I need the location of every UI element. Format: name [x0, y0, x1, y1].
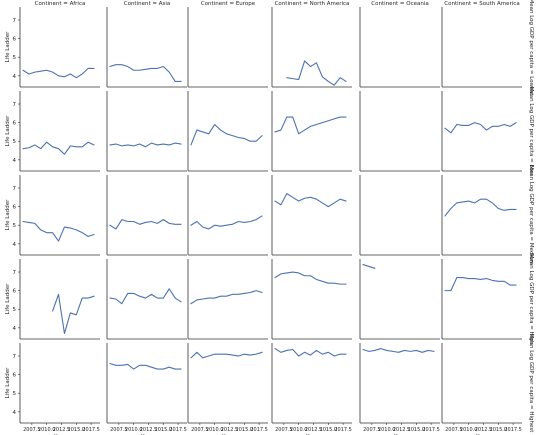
x-tick-label-r4-c2-2: 2012.5 — [221, 427, 239, 433]
y-tick-label-r4-c0-0: 4 — [13, 410, 17, 416]
x-tick-label-r4-c5-3: 2015.0 — [490, 427, 508, 433]
series-line-r3-c3 — [274, 271, 347, 285]
y-tick-label-r1-c0-0: 4 — [13, 158, 17, 164]
y-tick-label-r2-c0-2: 6 — [13, 205, 17, 211]
x-tick-label-r4-c4-0: 2007.5 — [363, 427, 381, 433]
series-line-r1-c1 — [109, 142, 182, 148]
panels-layer: 4 5 6 7 Life Ladder Continent = Africa Contine… — [5, 0, 534, 435]
x-tick-label-r4-c3-2: 2012.5 — [305, 427, 323, 433]
column-title-0: Continent = Africa — [35, 1, 86, 7]
series-line-r3-c5 — [444, 277, 517, 292]
series-line-r3-c2 — [190, 290, 263, 305]
y-tick-label-r4-c0-2: 6 — [13, 373, 17, 379]
y-tick-label-r3-c0-1: 5 — [13, 307, 17, 313]
x-tick-label-r4-c3-0: 2007.5 — [275, 427, 293, 433]
x-tick-label-r4-c1-1: 2010.0 — [125, 427, 143, 433]
x-tick-label-r4-c1-2: 2012.5 — [140, 427, 158, 433]
x-tick-label-r4-c0-1: 2010.0 — [38, 427, 56, 433]
series-line-r0-c1 — [109, 64, 182, 82]
series-line-r0-c3 — [286, 60, 347, 86]
series-line-r2-c0 — [22, 220, 95, 242]
series-line-r2-c5 — [444, 198, 517, 217]
row-title-2: Mean Log GDP per capita = Medium — [528, 165, 534, 265]
y-axis-label-row-0: Life Ladder — [5, 31, 11, 62]
x-tick-label-r4-c5-4: 2017.5 — [504, 427, 522, 433]
x-tick-label-r4-c1-4: 2017.5 — [169, 427, 187, 433]
y-axis-label-row-3: Life Ladder — [5, 283, 11, 314]
series-line-r4-c1 — [109, 362, 182, 370]
series-line-r1-c3 — [274, 116, 347, 135]
series-line-r4-c3 — [274, 348, 347, 357]
x-tick-label-r4-c3-1: 2010.0 — [290, 427, 308, 433]
x-tick-label-r4-c4-2: 2012.5 — [393, 427, 411, 433]
y-tick-label-r2-c0-0: 4 — [13, 242, 17, 248]
series-line-r4-c2 — [190, 351, 263, 359]
x-tick-label-r4-c2-4: 2017.5 — [250, 427, 268, 433]
row-title-1: Mean Log GDP per capita = Low — [528, 87, 534, 176]
y-tick-label-r0-c0-2: 6 — [13, 37, 17, 43]
series-line-r0-c0 — [22, 67, 95, 79]
x-tick-label-r4-c2-1: 2010.0 — [206, 427, 224, 433]
column-title-4: Continent = Oceania — [371, 1, 428, 7]
y-axis-label-row-4: Life Ladder — [5, 367, 11, 398]
series-line-r4-c4 — [362, 348, 435, 353]
y-axis-label-row-1: Life Ladder — [5, 115, 11, 146]
y-tick-label-r2-c0-3: 7 — [13, 186, 17, 192]
y-tick-label-r3-c0-2: 6 — [13, 289, 17, 295]
column-title-2: Continent = Europe — [201, 1, 256, 7]
y-axis-label-row-2: Life Ladder — [5, 199, 11, 230]
y-tick-label-r1-c0-3: 7 — [13, 102, 17, 108]
x-tick-label-r4-c5-1: 2010.0 — [460, 427, 478, 433]
x-tick-label-r4-c2-0: 2007.5 — [191, 427, 209, 433]
x-tick-label-r4-c0-3: 2015.0 — [68, 427, 86, 433]
series-line-r2-c3 — [274, 193, 347, 208]
series-line-r1-c2 — [190, 123, 263, 146]
series-line-r1-c0 — [22, 141, 95, 155]
y-tick-label-r1-c0-1: 5 — [13, 139, 17, 145]
y-tick-label-r0-c0-3: 7 — [13, 18, 17, 24]
column-title-1: Continent = Asia — [124, 1, 171, 7]
x-tick-label-r4-c3-3: 2015.0 — [320, 427, 338, 433]
y-tick-label-r0-c0-1: 5 — [13, 55, 17, 61]
x-tick-label-r4-c5-0: 2007.5 — [445, 427, 463, 433]
series-line-r2-c2 — [190, 215, 263, 230]
series-line-r1-c5 — [444, 122, 517, 134]
y-tick-label-r0-c0-0: 4 — [13, 74, 17, 80]
x-tick-label-r4-c4-3: 2015.0 — [408, 427, 426, 433]
y-tick-label-r2-c0-1: 5 — [13, 223, 17, 229]
x-tick-label-r4-c1-3: 2015.0 — [155, 427, 173, 433]
x-tick-label-r4-c4-4: 2017.5 — [422, 427, 440, 433]
row-title-0: Mean Log GDP per capita = Lowest — [528, 0, 534, 96]
row-title-4: Mean Log GDP per capita = Highest — [528, 334, 534, 434]
x-tick-label-r4-c2-3: 2015.0 — [236, 427, 254, 433]
x-tick-label-r4-c0-2: 2012.5 — [53, 427, 71, 433]
y-tick-label-r4-c0-1: 5 — [13, 391, 17, 397]
y-tick-label-r1-c0-2: 6 — [13, 121, 17, 127]
x-tick-label-r4-c3-4: 2017.5 — [334, 427, 352, 433]
series-line-r2-c1 — [109, 219, 182, 230]
x-tick-label-r4-c1-0: 2007.5 — [110, 427, 128, 433]
y-tick-label-r3-c0-0: 4 — [13, 326, 17, 332]
x-tick-label-r4-c0-0: 2007.5 — [23, 427, 41, 433]
series-line-r3-c1 — [109, 288, 182, 305]
x-tick-label-r4-c5-2: 2012.5 — [475, 427, 493, 433]
y-tick-label-r3-c0-3: 7 — [13, 270, 17, 276]
series-line-r3-c4 — [362, 264, 376, 269]
series-line-r3-c0 — [52, 293, 95, 334]
row-title-3: Mean Log GDP per capita = High — [528, 254, 534, 345]
x-tick-label-r4-c4-1: 2010.0 — [378, 427, 396, 433]
column-title-3: Continent = North America — [275, 1, 350, 7]
y-tick-label-r4-c0-3: 7 — [13, 354, 17, 360]
column-title-5: Continent = South America — [444, 1, 519, 7]
x-tick-label-r4-c0-4: 2017.5 — [82, 427, 100, 433]
